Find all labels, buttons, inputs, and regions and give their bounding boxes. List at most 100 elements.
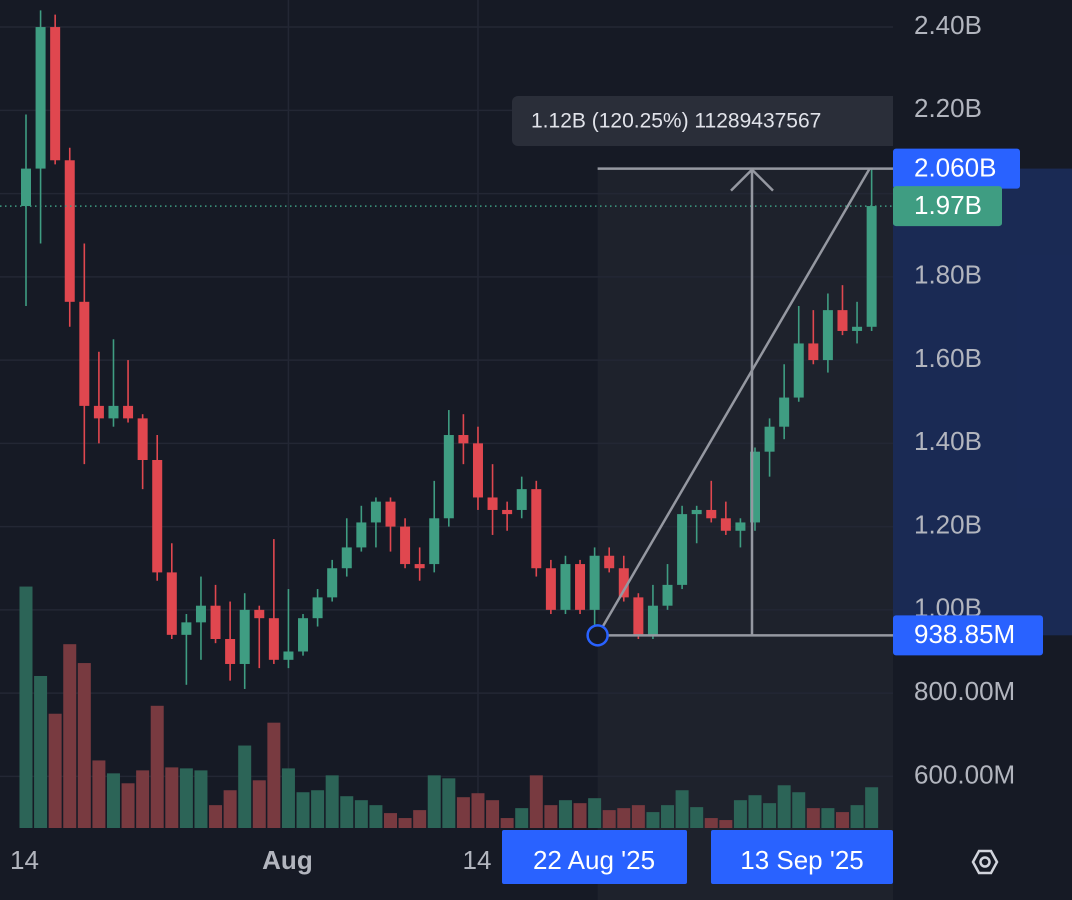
candle-body (225, 639, 236, 664)
candle-body (575, 564, 586, 610)
volume-bar (63, 644, 77, 828)
candle-body (502, 509, 513, 515)
volume-bar (354, 800, 368, 828)
volume-bar (544, 805, 558, 828)
candle-body (93, 405, 104, 419)
measure-to-text: 2.060B (914, 152, 996, 182)
candle-body (152, 460, 163, 573)
candle-body (487, 497, 498, 510)
volume-bar (456, 797, 470, 828)
candle-body (545, 568, 556, 610)
volume-bar (835, 812, 849, 828)
y-tick-label: 1.80B (914, 260, 982, 290)
volume-bar (471, 793, 485, 828)
volume-bar (704, 818, 718, 828)
volume-bar (223, 790, 237, 828)
candle-body (808, 343, 819, 361)
y-tick-label: 800.00M (914, 676, 1015, 706)
candle-body (429, 518, 440, 565)
candle-body (822, 310, 833, 361)
volume-bar (733, 800, 747, 828)
candle-body (516, 489, 527, 510)
volume-bar (384, 813, 397, 828)
measure-to-box (893, 148, 1020, 189)
volume-bar (369, 805, 383, 828)
candle-body (327, 568, 338, 598)
volume-bar (602, 810, 616, 828)
candle-body (239, 609, 250, 664)
volume-bar (165, 767, 179, 828)
candle-body (458, 435, 469, 444)
volume-bar (792, 792, 806, 828)
candle-body (210, 605, 221, 640)
volume-bar (179, 768, 193, 828)
candle-body (691, 509, 702, 515)
candle-body (108, 405, 119, 419)
candle-body (633, 597, 644, 635)
volume-bar (413, 810, 427, 828)
candle-body (604, 555, 615, 569)
last-price-text: 1.97B (914, 190, 982, 220)
x-tick-label: 14 (463, 845, 492, 875)
candle-body (79, 301, 90, 406)
volume-bar (252, 780, 266, 828)
candle-body (35, 27, 46, 169)
measure-axis-zone (893, 168, 1072, 636)
range-end-box (711, 830, 893, 884)
candle-body (560, 564, 571, 610)
volume-bar (588, 798, 602, 828)
measure-anchor (586, 624, 609, 647)
candle-body (472, 443, 483, 498)
volume-bar (646, 812, 660, 828)
settings-icon[interactable] (971, 849, 999, 875)
volume-bar (821, 808, 835, 828)
volume-bar (617, 808, 631, 828)
volume-bar (398, 818, 412, 828)
volume-bar (719, 820, 733, 828)
volume-bar (194, 770, 208, 828)
y-tick-label: 600.00M (914, 759, 1015, 789)
candle-body (298, 618, 309, 652)
range-end-label: 13 Sep '25 (740, 845, 864, 875)
volume-bar (296, 792, 310, 828)
y-tick-label: 2.40B (914, 10, 982, 40)
volume-bar (150, 705, 164, 828)
measure-from-box (893, 615, 1043, 656)
candle-body (137, 418, 148, 460)
candle-body (837, 310, 848, 331)
candle-body (64, 160, 75, 302)
volume-bar (865, 787, 879, 828)
volume-bar (850, 805, 864, 828)
volume-bar (34, 675, 48, 828)
volume-bar (325, 775, 339, 828)
candle-body (647, 605, 658, 635)
x-tick-label: 14 (10, 845, 39, 875)
measure-diagonal (596, 167, 871, 636)
candle-body (50, 27, 61, 161)
volume-bar (486, 800, 500, 828)
range-start-label: 22 Aug '25 (533, 845, 655, 875)
settings-icon-center[interactable] (979, 856, 991, 868)
measure-from-text: 938.85M (914, 619, 1015, 649)
candle-body (166, 572, 177, 635)
settings-button[interactable] (971, 849, 999, 875)
x-tick-label: Aug (262, 845, 313, 875)
candle-body (21, 168, 31, 207)
volume-bar (631, 805, 645, 828)
volume-bar (748, 795, 762, 828)
candle-body (370, 501, 381, 523)
candle-body (400, 526, 411, 565)
tooltip-box (512, 96, 893, 146)
volume-bar (442, 778, 456, 828)
candle-body (312, 597, 323, 619)
candle-body (589, 555, 600, 610)
volume-bar (340, 796, 354, 828)
volume-bar (209, 805, 223, 828)
volume-bar (121, 783, 135, 828)
candle-body (414, 564, 425, 569)
volume-bar (690, 807, 704, 828)
y-tick-label: 1.60B (914, 343, 982, 373)
